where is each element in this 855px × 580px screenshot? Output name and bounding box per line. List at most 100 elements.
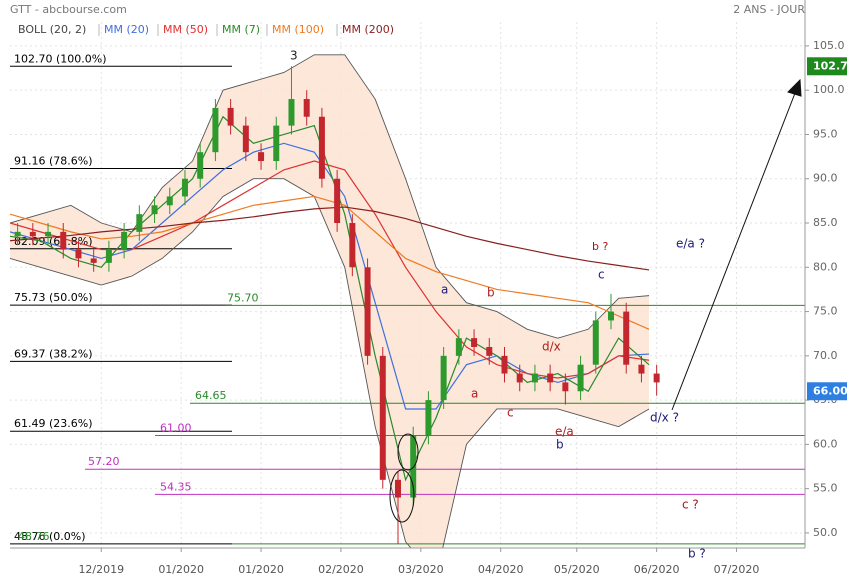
level-label: 48.76 (0.0%) [14,530,86,543]
ma-line [10,195,650,330]
candle-body [425,400,432,436]
candle-body [90,258,97,263]
annotation: 3 [290,49,298,63]
ma-line [10,115,650,482]
arrow [671,87,798,411]
candle-body [75,249,82,259]
level-label: 75.70 [227,291,259,304]
candle-body [105,249,112,263]
candle-body [394,479,401,498]
arrow-head [787,78,802,97]
level-label: 61.00 [160,422,192,435]
level-label: 75.73 (50.0%) [14,291,93,304]
last-price-tag-label: 66.00 [813,384,848,397]
candle-body [166,196,173,206]
y-tick-label: 95.0 [813,127,838,140]
y-tick-label: 90.0 [813,172,838,185]
candle-body [623,311,630,365]
candle-body [516,373,523,383]
x-tick-label: 01/2020 [158,563,204,576]
level-label: 69.37 (38.2%) [14,347,93,360]
candle-body [197,152,204,179]
candle-body [349,223,356,268]
x-tick-label: 01/2020 [238,563,284,576]
y-tick-label: 85.0 [813,216,838,229]
candle-body [486,346,493,356]
candle-body [379,355,386,480]
annotation: c ? [682,498,699,512]
y-tick-label: 60.0 [813,437,838,450]
x-tick-label: 03/2020 [398,563,444,576]
candle-body [288,99,295,126]
candle-body [501,355,508,374]
y-tick-label: 50.0 [813,526,838,539]
candle-body [318,116,325,179]
high-price-tag-label: 102.7 [813,59,848,72]
candle-body [303,99,310,117]
annotation: b ? [688,547,706,561]
annotation: a [441,283,448,297]
legend-entry: MM (7) [222,23,260,36]
x-tick-label: 12/2019 [78,563,124,576]
annotation: d/x ? [650,411,679,425]
annotation: e/a ? [676,237,705,251]
level-label: 61.49 (23.6%) [14,417,93,430]
circle [389,469,415,523]
high-price-tag [807,57,847,76]
y-tick-label: 75.0 [813,305,838,318]
candle-body [258,152,265,162]
level-label: 91.16 (78.6%) [14,154,93,167]
x-tick-label: 04/2020 [478,563,524,576]
candle-body [242,125,249,153]
bollinger-line [10,54,650,339]
annotation: b [556,438,564,452]
level-label: 82.09 (61.8%) [14,235,93,248]
legend-entry: BOLL (20, 2) [18,23,86,36]
x-tick-label: 07/2020 [714,563,760,576]
candle-body [471,338,478,347]
candle-body [653,373,660,383]
y-tick-label: 70.0 [813,349,838,362]
candle-body [29,231,36,237]
annotation: a [471,387,478,401]
candle-body [136,214,143,232]
candle-body [151,205,158,215]
y-tick-label: 100.0 [813,83,845,96]
legend-entry: MM (50) [163,23,208,36]
candle-body [592,320,599,365]
candle-body [410,435,417,498]
candle-body [334,178,341,224]
level-label: 57.20 [88,455,120,468]
candle-body [181,178,188,197]
legend-entry: MM (200) [342,23,394,36]
level-label: 64.65 [195,389,227,402]
annotation: c [507,406,514,420]
candle-body [45,231,52,237]
circle [397,433,419,471]
candle-body [273,125,280,162]
candle-body [577,364,584,392]
y-tick-label: 105.0 [813,39,845,52]
chart-title: GTT - abcbourse.com [10,3,127,16]
candle-body [638,364,645,374]
annotation: c [598,268,605,282]
candle-body [121,231,128,250]
legend-entry: MM (100) [272,23,324,36]
annotation: e/a [555,425,574,439]
candle-body [455,338,462,356]
candle-body [531,373,538,383]
candle-body [547,373,554,383]
level-label: 54.35 [160,480,192,493]
x-tick-label: 02/2020 [318,563,364,576]
annotation: b [487,286,495,300]
candle-body [440,355,447,401]
candle-body [608,311,615,321]
candle-body [212,107,219,153]
bollinger-line [10,178,650,548]
drawings [389,78,802,523]
y-tick-label: 80.0 [813,260,838,273]
legend-entry: MM (20) [104,23,149,36]
annotation: d/x [542,340,561,354]
level-label: 48.76 [18,530,50,543]
